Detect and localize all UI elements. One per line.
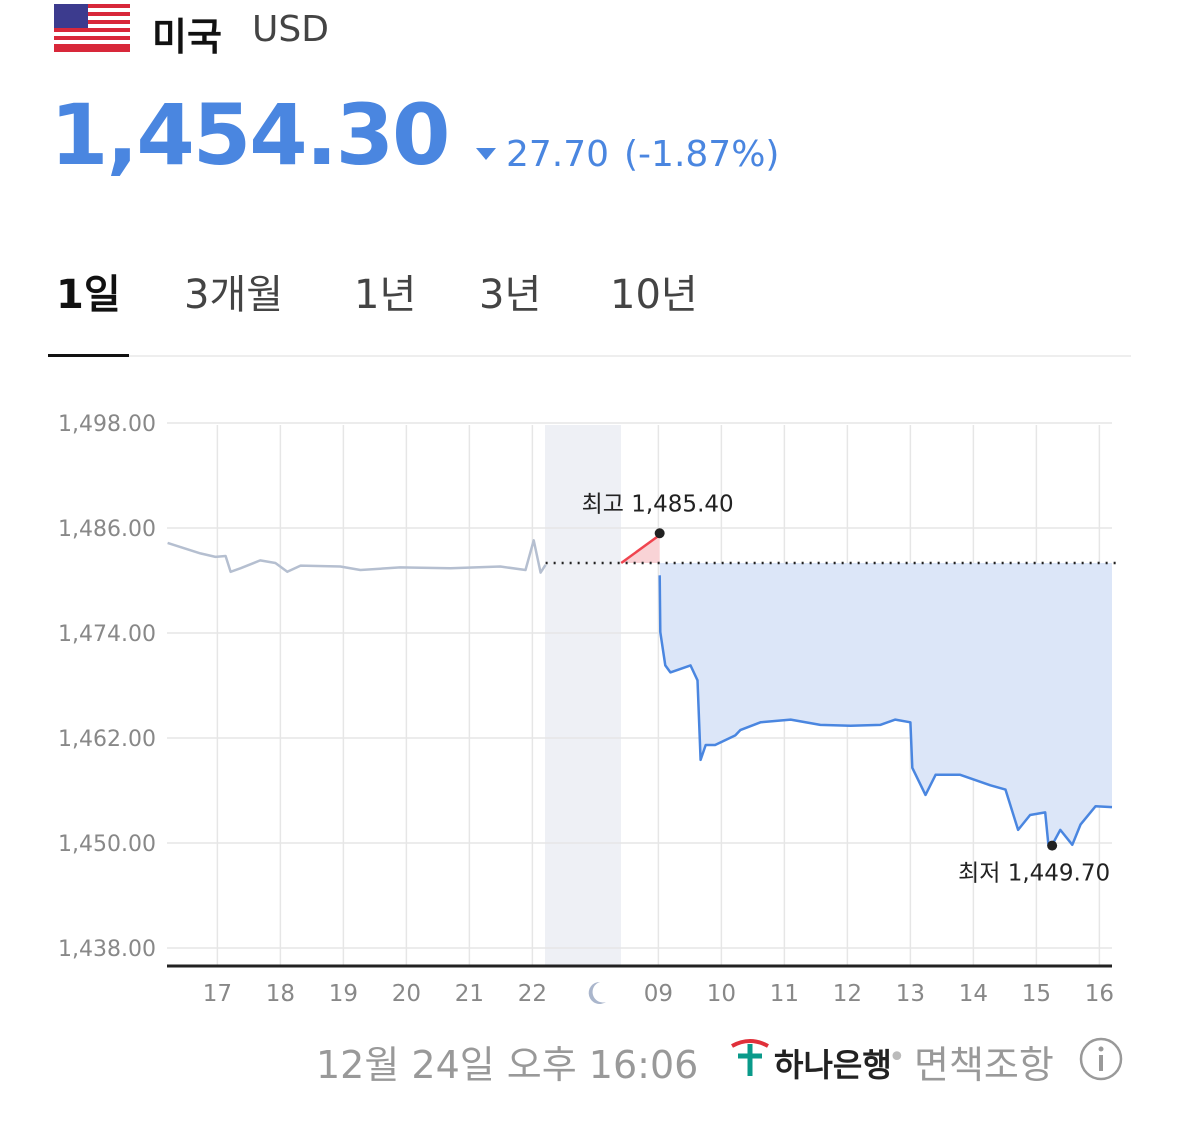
country: 미국 — [152, 15, 222, 59]
x-tick-label: 09 — [644, 981, 673, 1007]
bank-name: 하나은행 — [774, 1046, 892, 1084]
y-tick-label: 1,474.00 — [58, 622, 156, 647]
line — [620, 533, 661, 565]
x-tick-label: 18 — [266, 981, 295, 1007]
annotation: 최저 1,449.70 — [958, 861, 1110, 887]
area — [659, 563, 1112, 845]
x-tick-label: 10 — [707, 981, 736, 1007]
y-tick-label: 1,486.00 — [58, 517, 156, 542]
x-tick-label: 16 — [1085, 981, 1114, 1007]
tab[interactable]: 1일 — [56, 272, 121, 318]
x-tick-label: 17 — [203, 981, 232, 1007]
x-tick-label: 21 — [455, 981, 484, 1007]
price: 1,454.30 — [50, 86, 451, 184]
flag-icon — [54, 4, 130, 52]
annotation: 최고 1,485.40 — [582, 491, 734, 517]
line — [167, 539, 547, 574]
separator: • — [888, 1040, 906, 1075]
info-icon[interactable] — [1078, 1036, 1124, 1082]
x-tick-label: 14 — [959, 981, 988, 1007]
bank-logo — [731, 1039, 769, 1076]
tab[interactable]: 3년 — [479, 272, 542, 318]
tab[interactable]: 1년 — [354, 272, 417, 318]
tab[interactable]: 3개월 — [184, 272, 284, 318]
y-tick-label: 1,462.00 — [58, 727, 156, 752]
tab-divider — [48, 355, 1131, 357]
night-icon — [588, 981, 606, 1004]
x-tick-label: 15 — [1022, 981, 1051, 1007]
x-tick-label: 13 — [896, 981, 925, 1007]
extreme-dot — [1047, 840, 1058, 851]
x-tick-label: 11 — [770, 981, 799, 1007]
x-tick-label: 19 — [329, 981, 358, 1007]
tab-indicator — [48, 354, 129, 357]
y-tick-label: 1,450.00 — [58, 832, 156, 857]
chart: 1,438.00 1,450.00 1,462.00 1,474.00 1,486.00… — [58, 412, 1118, 1007]
y-tick-label: 1,438.00 — [58, 937, 156, 962]
down-arrow — [476, 148, 496, 160]
y-tick-label: 1,498.00 — [58, 412, 156, 437]
x-tick-label: 20 — [392, 981, 421, 1007]
closed-period — [545, 425, 621, 966]
change-pct: (-1.87%) — [624, 134, 780, 175]
tab[interactable]: 10년 — [610, 272, 698, 318]
disclaimer[interactable]: 면책조항 — [914, 1043, 1054, 1087]
extreme-dot — [654, 528, 665, 539]
x-tick-label: 22 — [518, 981, 547, 1007]
currency: USD — [252, 9, 329, 50]
x-tick-label: 12 — [833, 981, 862, 1007]
timestamp: 12월 24일 오후 16:06 — [316, 1043, 699, 1087]
change: 27.70 — [506, 134, 610, 175]
